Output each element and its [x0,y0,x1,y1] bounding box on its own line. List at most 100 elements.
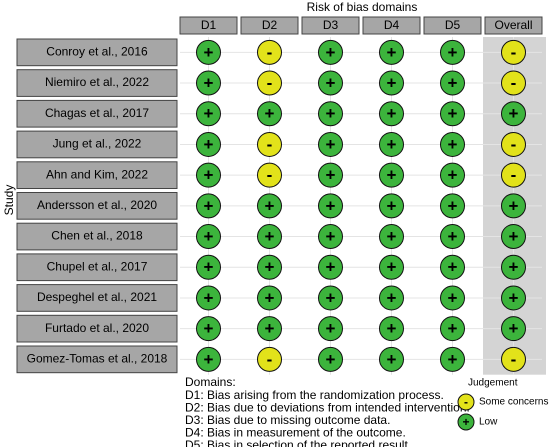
column-label: Overall [494,18,532,32]
legend-label: Low [479,417,498,428]
judgement-circle [318,254,343,280]
judgement-symbol: + [326,135,336,154]
y-label: Study [2,185,16,216]
column-header [301,16,360,35]
column-header [484,16,543,35]
judgement-circle [318,316,343,342]
legend-title: Judgement [468,378,518,389]
judgement-symbol: + [204,319,214,338]
legend-circle [457,393,475,411]
column-header [423,16,482,35]
judgement-symbol: + [448,350,458,369]
judgement-symbol: + [448,319,458,338]
judgement-symbol: + [387,196,397,215]
judgement-symbol: + [387,288,397,307]
judgement-symbol: - [267,74,273,93]
judgement-circle [379,162,404,188]
judgement-circle [257,131,282,157]
judgement-symbol: - [511,166,517,185]
legend-label: Some concerns [479,397,548,408]
judgement-symbol: + [204,104,214,123]
judgement-symbol: + [387,350,397,369]
judgement-symbol: + [448,288,458,307]
judgement-symbol: + [326,227,336,246]
judgement-circle [318,70,343,96]
judgement-symbol: + [265,258,275,277]
domain-item: D4: Bias in measurement of the outcome. [185,426,406,440]
judgement-symbol: + [387,166,397,185]
judgement-symbol: + [326,288,336,307]
column-label: D1 [201,18,217,32]
column-header [179,16,238,35]
judgement-symbol: + [265,319,275,338]
judgement-circle [257,39,282,65]
judgement-symbol: + [265,288,275,307]
judgement-symbol: + [326,350,336,369]
study-label: Ahn and Kim, 2022 [46,167,148,181]
judgement-circle [196,39,221,65]
judgement-symbol: + [509,258,519,277]
legend-circle [457,413,475,431]
judgement-circle [196,131,221,157]
judgement-circle [440,224,465,250]
judgement-circle [318,101,343,127]
column-label: D3 [323,18,339,32]
judgement-symbol: + [448,166,458,185]
judgement-symbol: - [511,74,517,93]
judgement-symbol: + [509,196,519,215]
study-cell [16,99,178,128]
judgement-symbol: + [448,135,458,154]
judgement-circle [379,316,404,342]
judgement-symbol: + [326,196,336,215]
column-header [240,16,299,35]
judgement-symbol: + [204,258,214,277]
judgement-symbol: + [204,227,214,246]
judgement-symbol: + [326,74,336,93]
judgement-circle [196,254,221,280]
study-cell [16,345,178,374]
judgement-symbol: + [326,43,336,62]
domain-item: D2: Bias due to deviations from intended… [185,401,470,415]
judgement-circle [501,162,526,188]
judgement-circle [257,316,282,342]
judgement-symbol: - [511,43,517,62]
judgement-circle [379,254,404,280]
judgement-circle [440,70,465,96]
figure-title: Risk of bias domains [307,0,418,14]
judgement-circle [379,224,404,250]
judgement-circle [440,193,465,219]
judgement-symbol: + [204,74,214,93]
judgement-circle [440,131,465,157]
judgement-symbol: + [509,104,519,123]
judgement-symbol: + [387,319,397,338]
study-label: Niemiro et al., 2022 [45,75,149,89]
column-label: D4 [384,18,400,32]
legend-symbol: + [462,415,469,429]
judgement-circle [379,285,404,311]
judgement-symbol: + [326,319,336,338]
judgement-symbol: + [387,104,397,123]
judgement-circle [501,101,526,127]
judgement-circle [257,70,282,96]
judgement-circle [318,131,343,157]
judgement-symbol: + [509,319,519,338]
domain-item: D1: Bias arising from the randomization … [185,388,444,402]
study-cell [16,38,178,67]
judgement-symbol: - [511,350,517,369]
study-label: Andersson et al., 2020 [37,198,157,212]
judgement-symbol: + [448,196,458,215]
judgement-symbol: + [387,258,397,277]
domain-item: D3: Bias due to missing outcome data. [185,413,390,427]
judgement-symbol: + [326,258,336,277]
judgement-circle [440,39,465,65]
study-cell [16,284,178,312]
study-label: Despeghel et al., 2021 [37,290,157,304]
judgement-circle [196,346,221,372]
judgement-circle [196,285,221,311]
judgement-circle [501,70,526,96]
judgement-symbol: + [387,135,397,154]
judgement-circle [501,39,526,65]
judgement-circle [501,131,526,157]
judgement-circle [257,254,282,280]
judgement-symbol: + [204,43,214,62]
